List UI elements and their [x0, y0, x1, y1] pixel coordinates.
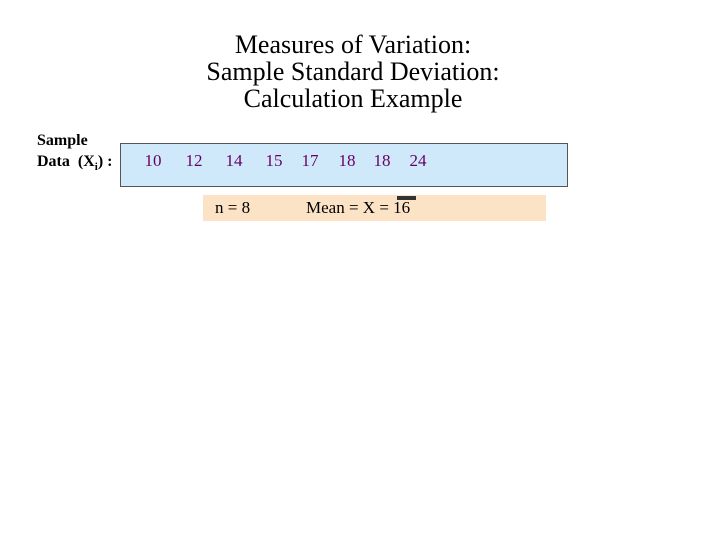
title-line: Calculation Example	[243, 84, 463, 113]
data-value: 18	[373, 151, 391, 170]
data-value: 12	[185, 151, 203, 170]
data-value: 18	[338, 151, 356, 170]
subscript: i	[94, 161, 98, 174]
data-value: 10	[144, 151, 162, 170]
overline	[397, 196, 416, 200]
sample-label: Sample	[37, 132, 88, 149]
mean-label: Mean = X = 16	[306, 198, 411, 217]
data-value: 24	[409, 151, 427, 170]
title-line: Sample Standard Deviation:	[206, 57, 500, 86]
stats-box	[203, 195, 546, 221]
sample-label-text: ) :	[97, 153, 113, 170]
sample-label-text: Data (X	[37, 153, 95, 170]
title-line: Measures of Variation:	[234, 30, 472, 59]
n-label: n = 8	[215, 198, 251, 217]
data-value: 15	[265, 151, 283, 170]
data-box	[120, 143, 568, 187]
data-value: 17	[301, 151, 319, 170]
sample-label: Data (Xi) :	[37, 153, 112, 173]
data-value: 14	[225, 151, 243, 170]
